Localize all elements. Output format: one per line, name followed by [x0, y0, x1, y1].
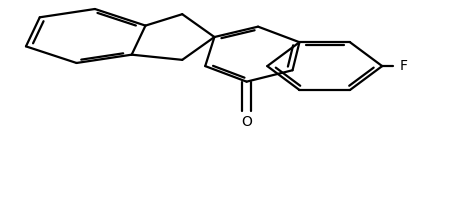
- Text: O: O: [241, 115, 252, 129]
- Text: F: F: [400, 59, 408, 73]
